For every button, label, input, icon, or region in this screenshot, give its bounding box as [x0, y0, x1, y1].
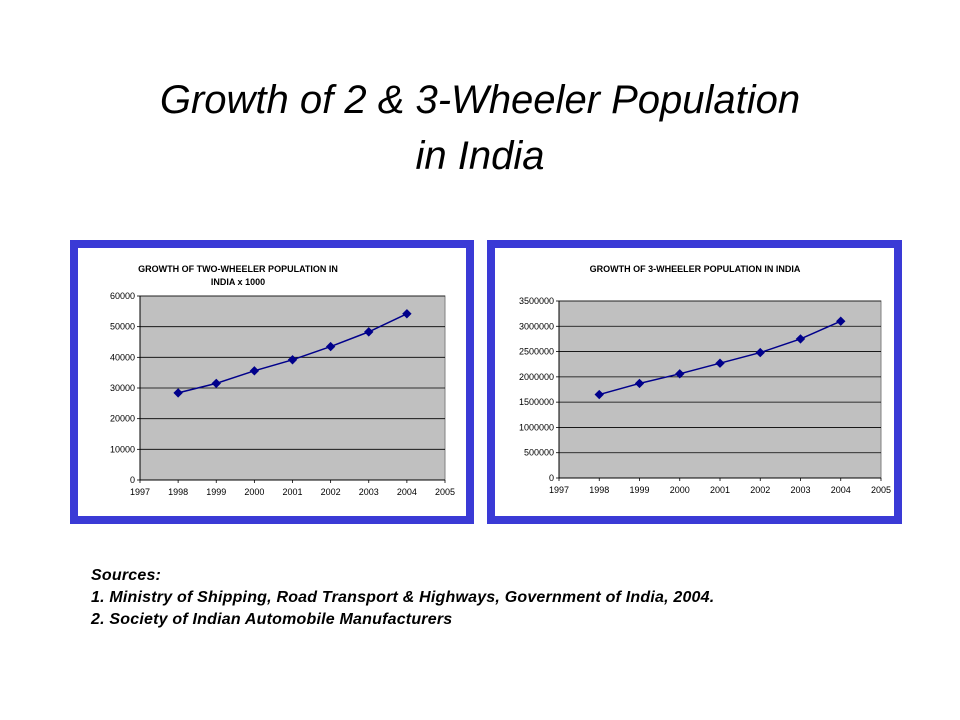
data-point-marker	[715, 358, 725, 368]
sources-heading: Sources:	[91, 567, 162, 584]
plot-area	[558, 300, 882, 479]
y-tick-label: 2500000	[519, 347, 554, 357]
x-tick-label: 2003	[790, 485, 810, 495]
x-tick-label: 2005	[871, 485, 891, 495]
x-tick-label: 2000	[244, 487, 264, 497]
y-tick-label: 50000	[110, 322, 135, 332]
slide-title-line-1: Growth of 2 & 3-Wheeler Population	[159, 78, 801, 122]
sources-note: Sources: 1. Ministry of Shipping, Road T…	[91, 565, 714, 631]
data-point-marker	[287, 355, 298, 365]
x-tick-label: 2002	[321, 487, 341, 497]
three-wheeler-chart-area: GROWTH OF 3-WHEELER POPULATION IN INDIA 0…	[495, 248, 894, 516]
y-tick-label: 3500000	[519, 296, 554, 306]
x-tick-label: 1999	[206, 487, 226, 497]
data-point-marker	[402, 309, 412, 319]
x-tick-label: 1998	[168, 487, 188, 497]
data-point-marker	[594, 389, 604, 400]
x-tick-label: 2003	[359, 487, 379, 497]
data-point-marker	[755, 347, 765, 358]
x-tick-label: 2001	[282, 487, 302, 497]
data-point-marker	[211, 378, 221, 389]
y-tick-label: 0	[130, 475, 135, 485]
data-point-marker	[325, 341, 336, 352]
source-line-1: 1. Ministry of Shipping, Road Transport …	[91, 589, 715, 606]
slide-title: Growth of 2 & 3-Wheeler Population in In…	[60, 72, 900, 184]
x-tick-label: 2004	[831, 485, 851, 495]
x-tick-label: 1999	[629, 485, 649, 495]
two-wheeler-chart: GROWTH OF TWO-WHEELER POPULATION IN INDIA…	[70, 240, 474, 524]
three-wheeler-chart-svg: GROWTH OF 3-WHEELER POPULATION IN INDIA 0…	[519, 264, 891, 495]
chart-title-line: GROWTH OF 3-WHEELER POPULATION IN INDIA	[590, 264, 801, 274]
y-tick-label: 1500000	[519, 397, 554, 407]
y-tick-label: 1000000	[519, 422, 554, 432]
chart-title-line: GROWTH OF TWO-WHEELER POPULATION IN	[138, 264, 338, 274]
data-point-marker	[364, 327, 374, 337]
data-point-marker	[249, 366, 260, 376]
y-tick-label: 0	[549, 473, 554, 483]
data-point-marker	[836, 316, 846, 326]
x-tick-label: 2004	[397, 487, 417, 497]
x-tick-label: 1997	[130, 487, 150, 497]
y-tick-label: 2000000	[519, 372, 554, 382]
y-tick-label: 10000	[110, 444, 135, 454]
two-wheeler-chart-area: GROWTH OF TWO-WHEELER POPULATION IN INDIA…	[78, 248, 466, 516]
three-wheeler-chart: GROWTH OF 3-WHEELER POPULATION IN INDIA 0…	[487, 240, 902, 524]
data-point-marker	[675, 369, 685, 379]
y-tick-label: 60000	[110, 291, 135, 301]
slide-title-line-2: in India	[415, 134, 545, 178]
data-point-marker	[634, 378, 645, 389]
data-point-marker	[173, 388, 183, 398]
x-tick-label: 2002	[750, 485, 770, 495]
y-tick-label: 20000	[110, 414, 135, 424]
y-tick-label: 500000	[524, 448, 554, 458]
x-tick-label: 1997	[549, 485, 569, 495]
y-tick-label: 3000000	[519, 321, 554, 331]
y-tick-label: 30000	[110, 383, 135, 393]
two-wheeler-chart-svg: GROWTH OF TWO-WHEELER POPULATION IN INDIA…	[110, 264, 455, 497]
source-line-2: 2. Society of Indian Automobile Manufact…	[91, 611, 453, 628]
x-tick-label: 2001	[710, 485, 730, 495]
y-tick-label: 40000	[110, 352, 135, 362]
x-tick-label: 2000	[670, 485, 690, 495]
x-tick-label: 1998	[589, 485, 609, 495]
data-point-marker	[795, 334, 806, 344]
x-tick-label: 2005	[435, 487, 455, 497]
chart-title-line: INDIA x 1000	[211, 277, 265, 287]
